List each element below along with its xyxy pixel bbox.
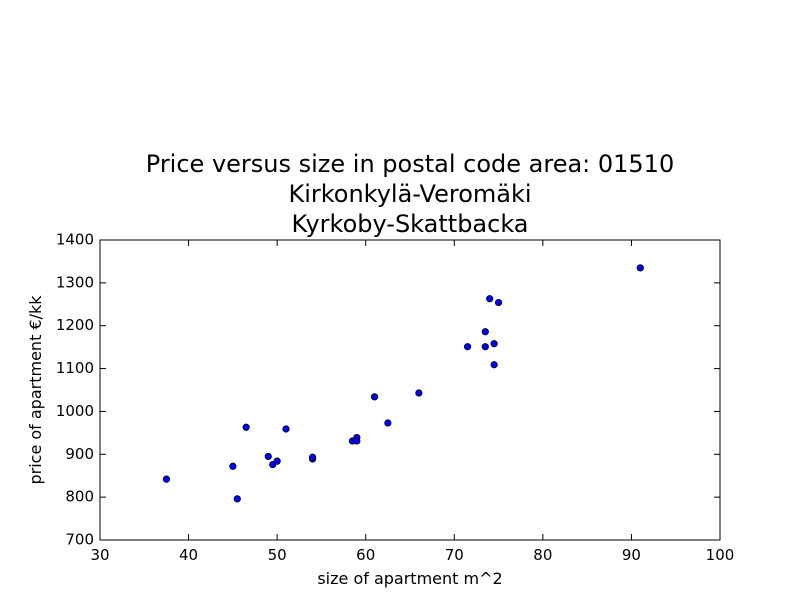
x-tick-label: 90 xyxy=(622,546,641,564)
y-tick-label: 1100 xyxy=(56,359,94,377)
data-points xyxy=(162,264,644,503)
chart-title-line-2: Kirkonkylä-Veromäki xyxy=(288,180,531,208)
scatter-point xyxy=(486,295,494,303)
chart-title-line-1: Price versus size in postal code area: 0… xyxy=(146,150,674,178)
y-tick-label: 1200 xyxy=(56,316,94,334)
scatter-point xyxy=(353,437,361,445)
x-tick-label: 50 xyxy=(268,546,287,564)
x-tick-label: 100 xyxy=(706,546,735,564)
scatter-point xyxy=(229,462,237,470)
scatter-point xyxy=(490,340,498,348)
y-axis-label: price of apartment €/kk xyxy=(26,295,45,485)
x-tick-labels: 30 40 50 60 70 80 90 100 xyxy=(90,546,734,564)
scatter-point xyxy=(370,393,379,401)
x-tick-label: 70 xyxy=(445,546,464,564)
x-axis-label: size of apartment m^2 xyxy=(317,569,502,588)
tick-marks xyxy=(99,239,721,541)
scatter-point xyxy=(415,389,423,397)
scatter-point xyxy=(463,343,472,351)
x-tick-label: 60 xyxy=(356,546,375,564)
scatter-point xyxy=(308,453,317,461)
y-tick-label: 900 xyxy=(65,445,94,463)
scatter-point xyxy=(273,457,281,465)
scatter-point xyxy=(494,298,503,307)
x-tick-label: 80 xyxy=(533,546,552,564)
scatter-point xyxy=(481,343,489,351)
chart-title-line-3: Kyrkoby-Skattbacka xyxy=(291,210,528,238)
y-tick-label: 700 xyxy=(65,531,94,549)
scatter-point xyxy=(384,419,392,427)
scatter-point xyxy=(282,425,290,433)
scatter-point xyxy=(636,264,644,272)
scatter-point xyxy=(264,452,272,461)
y-tick-label: 1000 xyxy=(56,402,94,420)
scatter-point xyxy=(162,475,171,483)
y-tick-label: 1400 xyxy=(56,231,94,249)
y-tick-label: 800 xyxy=(65,488,94,506)
scatter-point xyxy=(490,361,498,369)
y-tick-label: 1300 xyxy=(56,273,94,291)
scatter-point xyxy=(481,328,489,336)
x-tick-label: 40 xyxy=(179,546,198,564)
scatter-point xyxy=(242,423,250,431)
x-tick-label: 30 xyxy=(90,546,109,564)
plot-area-frame xyxy=(99,239,721,541)
y-tick-labels: 700 800 900 1000 1100 1200 1300 1400 xyxy=(56,231,94,549)
scatter-point xyxy=(233,495,241,503)
